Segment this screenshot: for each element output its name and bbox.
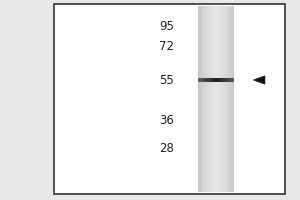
Bar [220,78,222,82]
Bar [209,78,211,82]
Bar [231,6,232,192]
Bar [219,6,220,192]
Bar [211,78,213,82]
Bar [212,78,214,82]
Bar [229,78,231,82]
Bar [220,6,221,192]
Bar [201,6,202,192]
Bar [228,6,229,192]
Bar [221,78,224,82]
Bar [207,6,208,192]
Bar [232,78,234,82]
Bar [216,6,217,192]
Bar [200,6,201,192]
Bar [212,6,213,192]
Bar [54,4,285,194]
Bar [232,6,233,192]
Bar [203,78,206,82]
Bar [230,6,232,192]
Bar [230,78,232,82]
Text: 95: 95 [159,20,174,32]
Bar [222,6,224,192]
Polygon shape [254,76,265,84]
Bar [198,78,200,82]
Bar [223,78,225,82]
Bar [220,6,222,192]
Bar [230,6,231,192]
Text: 55: 55 [159,73,174,86]
Bar [227,6,228,192]
Bar [227,78,229,82]
Bar [199,6,200,192]
Bar [202,6,204,192]
Bar [214,78,216,82]
Bar [203,6,205,192]
Bar [212,6,214,192]
Bar [221,6,223,192]
Bar [200,78,202,82]
Bar [218,78,220,82]
Bar [205,6,206,192]
Text: 72: 72 [159,40,174,53]
Bar [217,6,218,192]
Bar [218,6,219,192]
Bar [223,6,224,192]
Bar [198,6,199,192]
Bar [202,6,203,192]
Bar [214,6,215,192]
Bar [208,6,209,192]
Bar [210,6,211,192]
Bar [225,78,227,82]
Text: 36: 36 [159,114,174,127]
Bar [205,78,207,82]
Bar [207,78,209,82]
Bar [229,6,230,192]
Text: 28: 28 [159,142,174,156]
Bar [206,6,207,192]
Bar [211,6,212,192]
Bar [215,6,216,192]
Bar [226,6,227,192]
Bar [224,6,225,192]
Bar [209,6,210,192]
Bar [213,6,214,192]
Bar [202,78,204,82]
Bar [216,78,218,82]
Bar [204,6,206,192]
Bar [233,6,234,192]
Bar [225,6,226,192]
